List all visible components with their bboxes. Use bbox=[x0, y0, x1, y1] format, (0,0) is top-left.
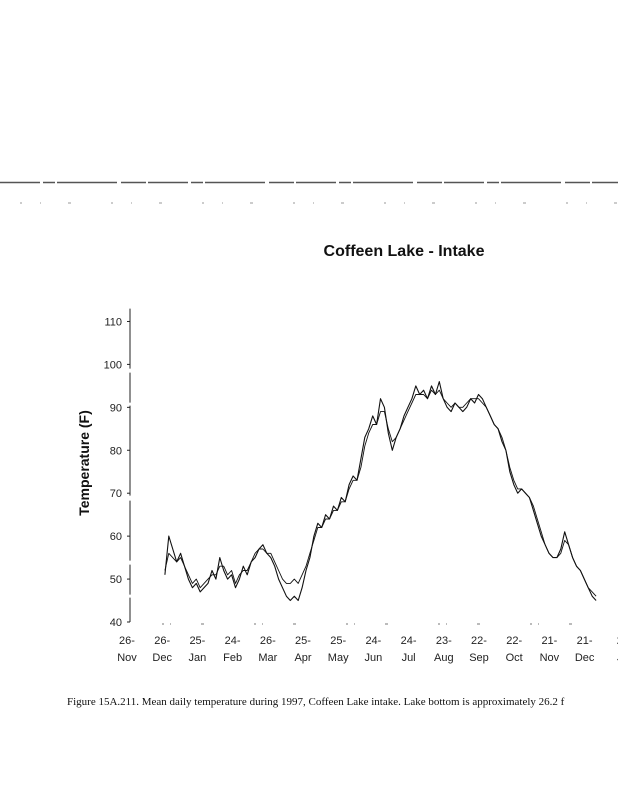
x-tick-label: Dec bbox=[152, 652, 172, 664]
x-tick-label: May bbox=[328, 652, 349, 664]
x-tick-label: 24- bbox=[225, 635, 241, 647]
series-line-2 bbox=[164, 389, 597, 597]
y-tick-label: 70 bbox=[110, 488, 122, 500]
x-tick-label: Sep bbox=[469, 652, 489, 664]
x-tick-label: 26- bbox=[260, 635, 276, 647]
x-tick-label: 24- bbox=[365, 635, 381, 647]
scan-artifact-line bbox=[0, 181, 618, 184]
x-tick-label: Jan bbox=[189, 652, 207, 664]
x-axis: 26- Nov 26- Dec 25- Jan 24- Feb 26- Mar 25- Apr 25- M… bbox=[117, 623, 618, 664]
x-tick-label: Aug bbox=[434, 652, 454, 664]
x-tick-label: Dec bbox=[575, 652, 595, 664]
x-tick-label: 23- bbox=[436, 635, 452, 647]
x-tick-label: Oct bbox=[506, 652, 523, 664]
chart-title: Coffeen Lake - Intake bbox=[324, 243, 485, 260]
x-tick-label: 22- bbox=[471, 635, 487, 647]
temperature-chart: Coffeen Lake - Intake Temperature (F) 40… bbox=[76, 243, 618, 664]
series-lines bbox=[164, 381, 597, 602]
x-tick-label: 25- bbox=[330, 635, 346, 647]
x-tick-label: 26- bbox=[119, 635, 135, 647]
x-tick-label: Mar bbox=[258, 652, 277, 664]
x-tick-label: Nov bbox=[540, 652, 560, 664]
x-tick-label: Nov bbox=[117, 652, 137, 664]
x-tick-label: 24- bbox=[401, 635, 417, 647]
y-tick-label: 80 bbox=[110, 445, 122, 457]
figure-caption: Figure 15A.211. Mean daily temperature d… bbox=[67, 696, 565, 708]
x-tick-label: 2 bbox=[617, 635, 618, 647]
x-tick-label: 25- bbox=[295, 635, 311, 647]
x-tick-label: 21- bbox=[541, 635, 557, 647]
y-tick-label: 110 bbox=[104, 316, 122, 328]
x-tick-label: Apr bbox=[294, 652, 311, 664]
series-line-1 bbox=[164, 381, 597, 602]
y-axis-label: Temperature (F) bbox=[76, 410, 92, 516]
y-tick-label: 40 bbox=[110, 617, 122, 629]
x-tick-label: Jun bbox=[365, 652, 383, 664]
y-axis: 40 50 60 70 80 90 100 110 bbox=[104, 308, 131, 629]
y-tick-label: 100 bbox=[104, 359, 122, 371]
x-tick-label: 22- bbox=[506, 635, 522, 647]
x-tick-label: Feb bbox=[223, 652, 242, 664]
y-tick-label: 60 bbox=[110, 531, 122, 543]
x-tick-label: 25- bbox=[189, 635, 205, 647]
y-tick-label: 90 bbox=[110, 402, 122, 414]
x-tick-label: 21- bbox=[577, 635, 593, 647]
x-tick-label: Jul bbox=[402, 652, 416, 664]
x-tick-label: 26- bbox=[154, 635, 170, 647]
y-tick-label: 50 bbox=[110, 574, 122, 586]
